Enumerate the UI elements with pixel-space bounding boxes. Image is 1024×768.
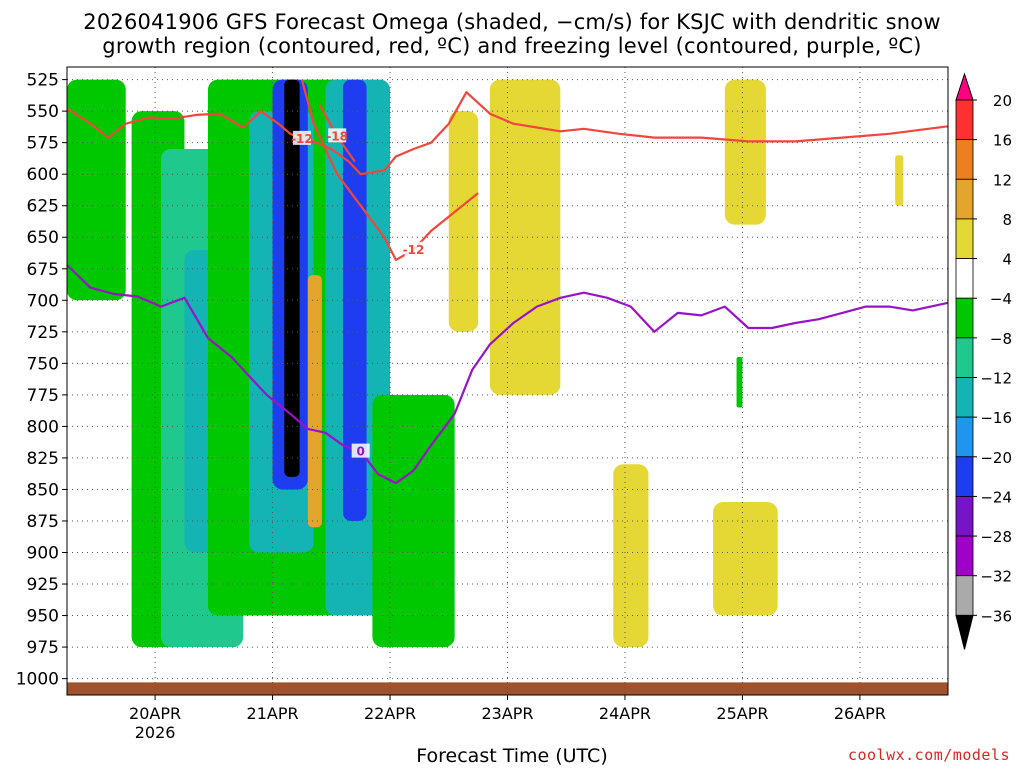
colorbar-box-12: [955, 535, 974, 577]
colorbar-box-5: [955, 258, 974, 299]
contour-label-bg-1: [404, 241, 423, 256]
y-tick-label-625: 625: [27, 197, 59, 217]
x-tick-label-20APR: 20APR: [129, 704, 181, 723]
contour-label-0: -12: [291, 132, 313, 146]
contour-line-3: [66, 264, 949, 485]
terrain-band: [67, 682, 948, 695]
y-tick-label-800: 800: [27, 417, 59, 437]
y-tick-label-725: 725: [27, 323, 59, 343]
colorbar-box-1: [955, 99, 974, 141]
colorbar-box-13: [955, 575, 974, 616]
y-tick-label-525: 525: [27, 71, 59, 91]
contour-label-2: -18: [326, 129, 348, 143]
y-tick-label-850: 850: [27, 480, 59, 500]
colorbar-label-6: −8: [990, 330, 1012, 348]
colorbar-box-7: [955, 337, 974, 378]
colorbar-label-3: 8: [1002, 211, 1012, 229]
contour-label-3: 0: [356, 445, 364, 459]
omega-region-17: [736, 357, 743, 408]
contour-label-1: -12: [403, 243, 425, 257]
colorbar-box-9: [955, 416, 974, 458]
y-tick-label-575: 575: [27, 134, 59, 154]
y-tick-label-550: 550: [27, 102, 59, 122]
x-tick-label-22APR: 22APR: [364, 704, 416, 723]
omega-region-8: [307, 275, 322, 528]
colorbar-box-2: [955, 139, 974, 180]
y-tick-label-775: 775: [27, 386, 59, 406]
x-tick-label-24APR: 24APR: [599, 704, 651, 723]
colorbar-label-8: −16: [980, 409, 1012, 427]
colorbar-label-12: −32: [980, 568, 1012, 586]
y-tick-label-750: 750: [27, 354, 59, 374]
colorbar-box-6: [955, 297, 974, 339]
y-tick-label-700: 700: [27, 291, 59, 311]
omega-region-14: [613, 464, 649, 648]
contour-line-1: [300, 79, 479, 261]
contour-line-0: [66, 91, 949, 176]
y-tick-label-825: 825: [27, 449, 59, 469]
omega-region-7: [284, 79, 300, 477]
x-tick-label-23APR: 23APR: [481, 704, 533, 723]
x-tick-label-26APR: 26APR: [834, 704, 886, 723]
omega-region-15: [724, 79, 766, 225]
y-tick-label-875: 875: [27, 512, 59, 532]
omega-region-12: [448, 111, 479, 332]
colorbar-box-3: [955, 178, 974, 220]
colorbar-cap-top: [955, 72, 974, 101]
x-tick-label-25APR: 25APR: [716, 704, 768, 723]
omega-region-0: [67, 79, 126, 301]
y-tick-label-950: 950: [27, 607, 59, 627]
x-axis-label: Forecast Time (UTC): [416, 745, 608, 767]
y-tick-label-675: 675: [27, 260, 59, 280]
contour-label-bg-3: [351, 443, 370, 458]
y-tick-label-1000: 1000: [16, 670, 59, 690]
y-tick-label-975: 975: [27, 638, 59, 658]
colorbar-label-2: 12: [993, 171, 1012, 189]
omega-region-13: [489, 79, 561, 395]
colorbar-label-11: −28: [980, 528, 1012, 546]
colorbar-cap-bottom: [955, 614, 974, 650]
colorbar-label-4: 4: [1002, 251, 1012, 269]
chart-title-line-1: 2026041906 GFS Forecast Omega (shaded, −…: [83, 10, 941, 34]
colorbar-box-11: [955, 496, 974, 537]
colorbar-label-5: −4: [990, 290, 1012, 308]
contour-label-bg-2: [328, 128, 347, 143]
x-tick-label-21APR: 21APR: [247, 704, 299, 723]
omega-region-18: [895, 155, 904, 206]
colorbar-label-13: −36: [980, 607, 1012, 625]
colorbar-label-1: 16: [993, 132, 1012, 150]
credit-link[interactable]: coolwx.com/models: [847, 746, 1010, 764]
contour-label-bg-0: [292, 130, 311, 145]
colorbar-box-10: [955, 456, 974, 497]
colorbar-label-9: −20: [980, 449, 1012, 467]
omega-region-16: [713, 502, 778, 616]
y-tick-label-925: 925: [27, 575, 59, 595]
chart-title-line-2: growth region (contoured, red, ºC) and f…: [102, 34, 922, 58]
colorbar-label-7: −12: [980, 370, 1012, 388]
x-tick-sublabel-20APR: 2026: [135, 723, 176, 742]
colorbar-box-8: [955, 377, 974, 418]
y-tick-label-650: 650: [27, 228, 59, 248]
colorbar-box-4: [955, 218, 974, 259]
colorbar-label-10: −24: [980, 488, 1012, 506]
y-tick-label-900: 900: [27, 544, 59, 564]
colorbar-label-0: 20: [993, 92, 1012, 110]
y-tick-label-600: 600: [27, 165, 59, 185]
